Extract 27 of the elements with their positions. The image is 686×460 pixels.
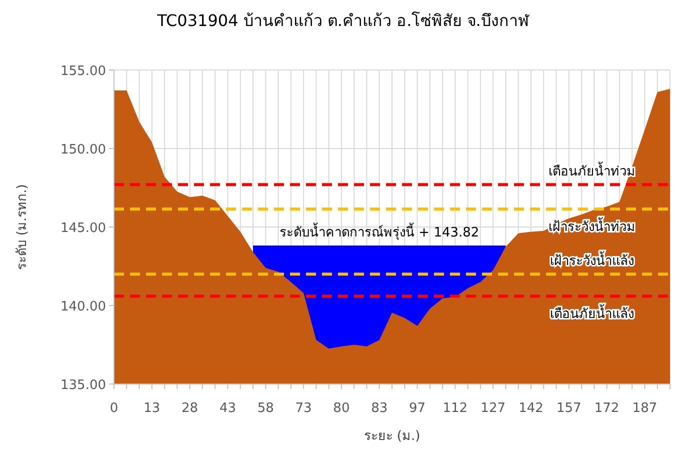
y-axis-title: ระดับ (ม.รทก.) (15, 184, 30, 270)
x-tick-label: 13 (144, 401, 160, 416)
x-tick-label: 127 (480, 401, 506, 416)
ref-line-label: เฝ้าระวังน้ำท่วม (548, 216, 636, 235)
x-tick-label: 112 (442, 401, 468, 416)
y-tick-label: 150.00 (60, 142, 106, 158)
x-tick-label: 73 (295, 401, 312, 416)
x-tick-label: 43 (219, 401, 236, 416)
x-tick-label: 80 (333, 401, 350, 416)
ref-line-label: เตือนภัยน้ำแล้ง (550, 304, 634, 322)
x-axis-title: ระยะ (ม.) (364, 429, 420, 444)
y-tick-label: 145.00 (60, 221, 106, 236)
x-tick-label: 0 (110, 401, 118, 416)
y-tick-label: 135.00 (60, 378, 106, 393)
x-tick-label: 28 (182, 401, 198, 416)
y-tick-label: 140.00 (60, 300, 106, 314)
x-tick-label: 172 (594, 401, 620, 416)
ref-line-label: เฝ้าระวังน้ำแล้ง (550, 251, 634, 270)
y-tick-label: 155.00 (60, 64, 106, 79)
annotation: ระดับน้ำคาดการณ์พรุ่งนี้ + 143.82 (280, 222, 480, 241)
x-tick-label: 97 (409, 401, 426, 416)
x-tick-label: 83 (371, 401, 388, 416)
x-tick-label: 142 (518, 401, 544, 416)
x-tick-label: 58 (257, 401, 274, 416)
chart-title: TC031904 บ้านคำแก้ว ต.คำแก้ว อ.โซ่พิสัย จ.บึงกาฬ (156, 11, 530, 30)
x-tick-label: 157 (556, 401, 582, 416)
x-tick-label: 187 (632, 401, 658, 416)
